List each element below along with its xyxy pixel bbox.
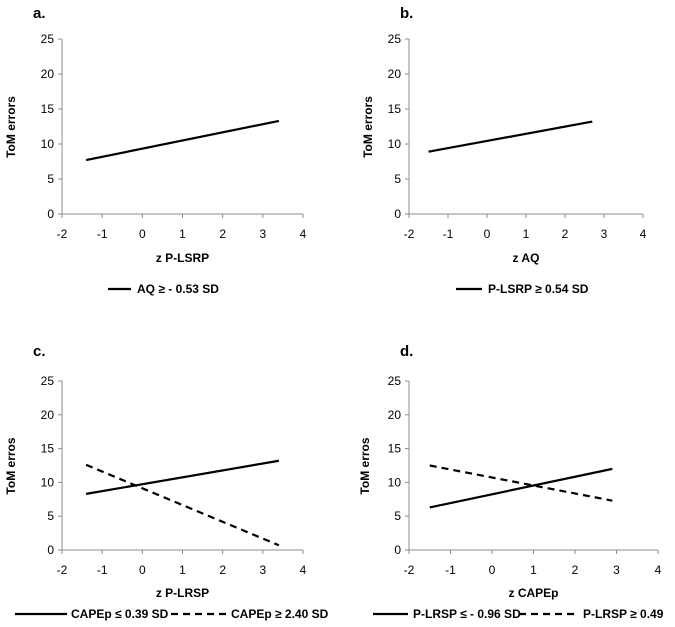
y-axis-title: ToM errors [4,96,18,158]
x-tick-label: -2 [404,227,415,241]
series-line-1 [85,459,280,495]
y-tick-label: 0 [47,207,54,221]
series-line-2 [85,463,280,547]
x-tick-label: 4 [300,563,307,577]
y-tick-label: 15 [388,442,402,456]
x-tick-label: 0 [489,563,496,577]
legend-label-1: CAPEp ≤ 0.39 SD [71,607,169,621]
x-tick-label: -1 [97,563,108,577]
x-axis-title: z AQ [513,251,540,265]
y-tick-label: 20 [41,67,55,81]
y-tick-label: 0 [394,207,401,221]
x-tick-label: 1 [523,227,530,241]
y-tick-label: 10 [41,475,55,489]
y-tick-label: 20 [388,408,402,422]
legend-label-1: P-LSRP ≥ 0.54 SD [488,282,589,296]
x-tick-label: 0 [484,227,491,241]
y-tick-label: 0 [47,543,54,557]
chart-panel-2: b. 0 5 10 15 20 25 -2 -1 0 1 2 3 4 z AQ ToM errors P-LSR… [361,5,647,296]
x-tick-label: 3 [601,227,608,241]
x-tick-label: 2 [219,563,226,577]
x-tick-label: 1 [179,227,186,241]
x-tick-label: 2 [562,227,569,241]
legend-label-2: P-LRSP ≥ 0.49 [583,607,664,621]
y-tick-label: 25 [388,374,402,388]
panel-label: c. [33,343,46,360]
x-tick-label: -2 [57,227,68,241]
y-tick-label: 10 [388,137,402,151]
y-tick-label: 25 [41,32,55,46]
legend-label-1: AQ ≥ - 0.53 SD [137,282,219,296]
x-axis-title: z CAPEp [508,586,558,600]
y-tick-label: 5 [394,172,401,186]
legend-label-2: CAPEp ≥ 2.40 SD [231,607,329,621]
y-tick-label: 15 [41,442,55,456]
x-tick-label: -2 [404,563,415,577]
y-axis-title: ToM erros [4,437,18,494]
x-tick-label: -1 [97,227,108,241]
legend-label-1: P-LRSP ≤ - 0.96 SD [413,607,521,621]
y-tick-label: 5 [394,509,401,523]
x-tick-label: -1 [443,227,454,241]
y-tick-label: 15 [41,102,55,116]
panel-label: d. [400,343,413,360]
x-tick-label: 3 [259,227,266,241]
x-tick-label: 1 [530,563,537,577]
y-tick-label: 15 [388,102,402,116]
x-tick-label: -2 [57,563,68,577]
x-tick-label: 3 [259,563,266,577]
y-axis-title: ToM errors [361,96,375,158]
x-tick-label: 0 [139,563,146,577]
chart-panel-3: c. 0 5 10 15 20 25 -2 -1 0 1 2 3 4 z P-LRSP ToM erros CA… [4,343,329,621]
chart-panel-1: a. 0 5 10 15 20 25 -2 -1 0 1 2 3 4 z P-LSRP ToM errors A… [4,5,307,296]
x-axis-title: z P-LRSP [156,586,209,600]
y-tick-label: 10 [388,475,402,489]
y-axis-title: ToM erros [358,437,372,494]
x-tick-label: 4 [300,227,307,241]
y-tick-label: 10 [41,137,55,151]
y-tick-label: 20 [388,67,402,81]
x-tick-label: 4 [655,563,662,577]
x-tick-label: 4 [640,227,647,241]
x-tick-label: 0 [139,227,146,241]
panel-label: b. [400,5,413,22]
y-tick-label: 0 [394,543,401,557]
x-tick-label: 3 [613,563,620,577]
series-line-1 [428,120,593,153]
panel-label: a. [33,5,46,22]
series-line-2 [429,464,613,502]
x-axis-title: z P-LSRP [156,251,209,265]
y-tick-label: 5 [47,509,54,523]
series-line-1 [85,119,280,162]
series-line-1 [429,467,613,509]
y-tick-label: 5 [47,172,54,186]
y-tick-label: 25 [41,374,55,388]
chart-panel-4: d. 0 5 10 15 20 25 -2 -1 0 1 2 3 4 z CAPEp ToM erros P-L… [358,343,664,621]
y-tick-label: 20 [41,408,55,422]
x-tick-label: 2 [572,563,579,577]
x-tick-label: 2 [219,227,226,241]
y-tick-label: 25 [388,32,402,46]
x-tick-label: -1 [445,563,456,577]
x-tick-label: 1 [179,563,186,577]
